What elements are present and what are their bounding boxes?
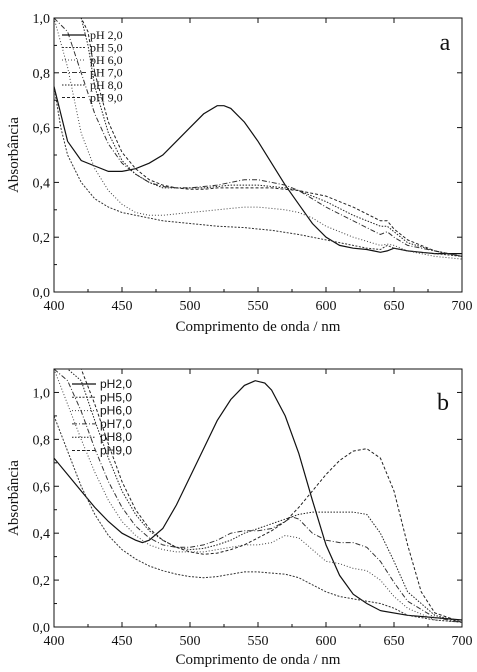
series-line [54, 380, 462, 621]
series-line [54, 415, 462, 623]
panel-letter: b [437, 390, 449, 416]
series-line [54, 369, 462, 623]
y-tick-label: 0,6 [33, 480, 51, 495]
x-tick-label: 700 [452, 634, 473, 649]
legend-entry: pH 2,0 [90, 28, 123, 42]
series-line [54, 369, 462, 623]
y-tick-label: 0,8 [33, 433, 51, 448]
legend-entry: pH7,0 [100, 417, 132, 431]
series-line [54, 18, 462, 257]
x-axis-label: Comprimento de onda / nm [176, 652, 341, 668]
y-tick-label: 1,0 [33, 386, 51, 401]
y-tick-label: 0,2 [33, 231, 51, 246]
x-tick-label: 650 [384, 299, 405, 314]
legend-entry: pH 8,0 [90, 78, 123, 92]
legend-entry: pH6,0 [100, 404, 132, 418]
y-tick-label: 0,0 [33, 621, 51, 636]
panel-a: 400 450 500 550 600 650 700 0,0 0,2 0,4 0,6 0,8 1,0 C… [6, 12, 473, 335]
series-line [54, 86, 462, 255]
x-axis-label: Comprimento de onda / nm [176, 319, 341, 335]
legend-entry: pH5,0 [100, 390, 132, 404]
legend-entry: pH9,0 [100, 444, 132, 458]
series-line [54, 369, 462, 623]
x-tick-label: 650 [384, 634, 405, 649]
x-tick-label: 450 [112, 299, 133, 314]
x-tick-label: 700 [452, 299, 473, 314]
legend-entry: pH2,0 [100, 377, 132, 391]
legend-entry: pH 6,0 [90, 53, 123, 67]
x-tick-label: 500 [180, 634, 201, 649]
y-tick-label: 0,2 [33, 574, 51, 589]
x-tick-label: 400 [44, 634, 65, 649]
y-axis-label: Absorbância [6, 460, 22, 536]
y-tick-label: 0,8 [33, 67, 51, 82]
y-tick-label: 0,4 [33, 527, 51, 542]
x-tick-label: 600 [316, 634, 337, 649]
legend-entry: pH8,0 [100, 430, 132, 444]
series-line [54, 18, 462, 257]
y-tick-label: 0,4 [33, 176, 51, 191]
panel-letter: a [440, 30, 451, 56]
x-tick-label: 500 [180, 299, 201, 314]
series-group [54, 369, 462, 623]
x-tick-label: 550 [248, 634, 269, 649]
x-tick-label: 400 [44, 299, 65, 314]
series-line [54, 369, 462, 623]
y-tick-label: 1,0 [33, 12, 51, 27]
x-tick-label: 600 [316, 299, 337, 314]
x-tick-label: 550 [248, 299, 269, 314]
panel-b: 400 450 500 550 600 650 700 0,0 0,2 0,4 0,6 0,8 1,0 C… [6, 368, 473, 668]
legend-entry: pH 9,0 [90, 91, 123, 105]
series-group [54, 18, 462, 260]
y-axis-label: Absorbância [6, 117, 22, 193]
legend-entry: pH 5,0 [90, 41, 123, 55]
x-tick-label: 450 [112, 634, 133, 649]
y-tick-label: 0,6 [33, 122, 51, 137]
series-line [54, 18, 462, 257]
legend: pH 2,0pH 5,0pH 6,0pH 7,0pH 8,0pH 9,0 [62, 28, 123, 105]
y-tick-label: 0,0 [33, 286, 51, 301]
legend-entry: pH 7,0 [90, 66, 123, 80]
